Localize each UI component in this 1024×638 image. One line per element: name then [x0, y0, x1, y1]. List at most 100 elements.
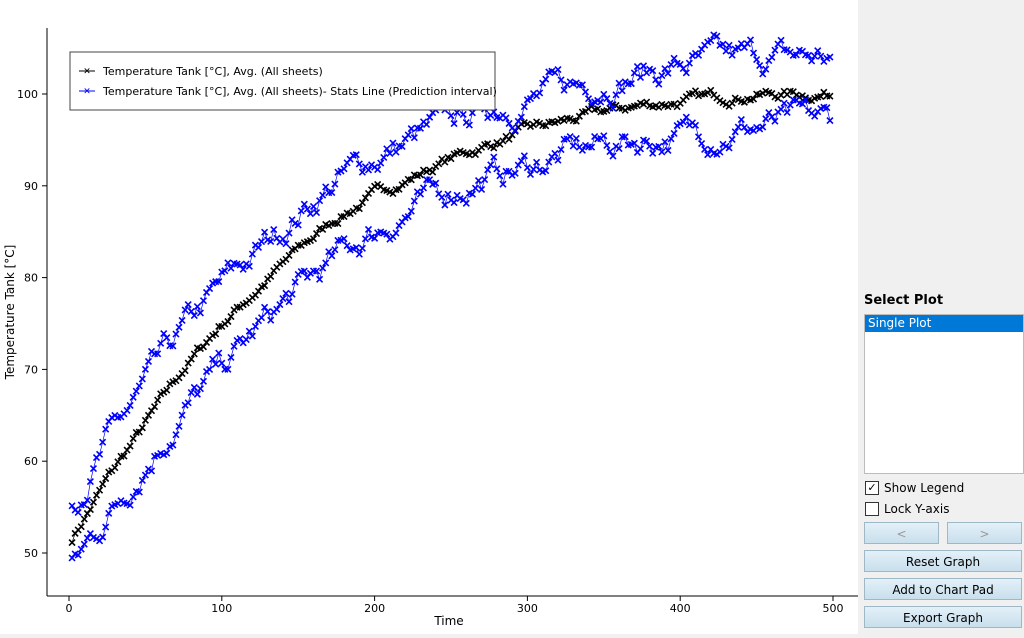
data-point — [447, 155, 455, 163]
data-point — [441, 158, 449, 166]
data-point — [184, 300, 192, 309]
data-point — [68, 502, 76, 510]
y-tick-label: 70 — [24, 363, 38, 376]
data-point — [352, 151, 360, 159]
data-point — [817, 93, 825, 101]
data-point — [383, 230, 391, 238]
add-to-chart-pad-button[interactable]: Add to Chart Pad — [864, 578, 1022, 600]
data-point — [679, 65, 687, 73]
checkbox-unchecked[interactable] — [865, 502, 879, 516]
data-point — [664, 146, 672, 154]
data-point — [126, 401, 134, 409]
data-point — [297, 207, 305, 215]
data-point — [282, 240, 290, 248]
data-point — [355, 250, 363, 258]
data-point — [661, 65, 669, 73]
data-point — [154, 396, 162, 404]
data-point — [630, 69, 638, 77]
data-point — [187, 388, 195, 397]
data-point — [227, 312, 235, 321]
export-graph-button[interactable]: Export Graph — [864, 606, 1022, 628]
data-point — [453, 109, 461, 117]
data-point — [621, 133, 629, 141]
show-legend-checkbox[interactable]: ✓ Show Legend — [865, 481, 964, 495]
next-button[interactable]: > — [947, 522, 1022, 544]
data-point — [762, 115, 770, 123]
y-tick-label: 60 — [24, 455, 38, 468]
series-markers-2 — [68, 95, 834, 562]
data-point — [86, 477, 94, 486]
data-point — [649, 67, 657, 75]
data-point — [279, 294, 287, 303]
data-point — [99, 480, 107, 488]
data-point — [175, 374, 183, 382]
data-point — [312, 267, 321, 275]
legend[interactable]: ✕ Temperature Tank [°C], Avg. (All sheet… — [69, 51, 497, 111]
data-point — [490, 144, 498, 152]
data-point — [135, 488, 143, 496]
data-point — [111, 464, 119, 472]
data-point — [606, 147, 614, 156]
data-point — [633, 62, 641, 71]
data-point — [364, 225, 373, 234]
data-point — [826, 116, 834, 125]
previous-button[interactable]: < — [864, 522, 939, 544]
data-point — [410, 134, 418, 142]
data-point — [312, 209, 321, 217]
data-point — [389, 139, 397, 147]
data-point — [83, 534, 91, 542]
data-point — [438, 193, 446, 201]
data-point — [224, 259, 232, 267]
plot-list-item-single[interactable]: Single Plot — [865, 315, 1023, 332]
plot-list[interactable]: Single Plot — [864, 314, 1024, 474]
data-point — [163, 334, 171, 342]
data-point — [804, 51, 813, 59]
data-point — [89, 465, 98, 473]
data-point — [187, 355, 195, 363]
data-point — [771, 46, 779, 54]
data-point — [471, 150, 480, 159]
x-axis-label: Time — [433, 614, 463, 628]
data-point — [707, 36, 715, 45]
data-point — [502, 114, 510, 122]
data-point — [416, 171, 425, 179]
data-point — [218, 359, 226, 367]
data-point — [627, 80, 635, 88]
data-point — [517, 157, 525, 165]
data-point — [407, 125, 415, 133]
data-point — [682, 113, 690, 121]
data-point — [603, 141, 611, 149]
data-point — [600, 90, 608, 98]
data-point — [511, 169, 519, 177]
data-point — [731, 128, 739, 136]
data-point — [578, 81, 586, 89]
checkbox-checked[interactable]: ✓ — [865, 481, 879, 495]
data-point — [224, 317, 232, 326]
x-tick-label: 200 — [364, 602, 385, 615]
data-point — [746, 36, 755, 44]
data-point — [554, 156, 562, 164]
data-point — [416, 190, 425, 198]
data-point — [801, 95, 810, 104]
data-point — [77, 523, 85, 531]
data-point — [316, 275, 324, 283]
lock-y-axis-checkbox[interactable]: Lock Y-axis — [865, 502, 949, 516]
y-tick-label: 90 — [24, 180, 38, 193]
data-point — [215, 349, 223, 357]
data-point — [141, 365, 149, 373]
data-point — [89, 498, 98, 506]
reset-graph-button[interactable]: Reset Graph — [864, 550, 1022, 572]
data-point — [334, 219, 342, 228]
data-point — [520, 152, 528, 160]
data-point — [312, 229, 321, 238]
legend-marker-interval: ✕ — [83, 87, 91, 97]
data-point — [792, 51, 800, 59]
data-point — [655, 142, 663, 150]
data-point — [303, 205, 311, 213]
data-point — [74, 508, 82, 516]
chart-area[interactable]: 0 100 200 300 400 500 50 60 70 80 90 100 Time Tempe… — [0, 0, 858, 634]
data-point — [569, 142, 577, 150]
data-point — [496, 172, 504, 180]
data-point — [526, 170, 535, 179]
data-point — [826, 92, 834, 100]
